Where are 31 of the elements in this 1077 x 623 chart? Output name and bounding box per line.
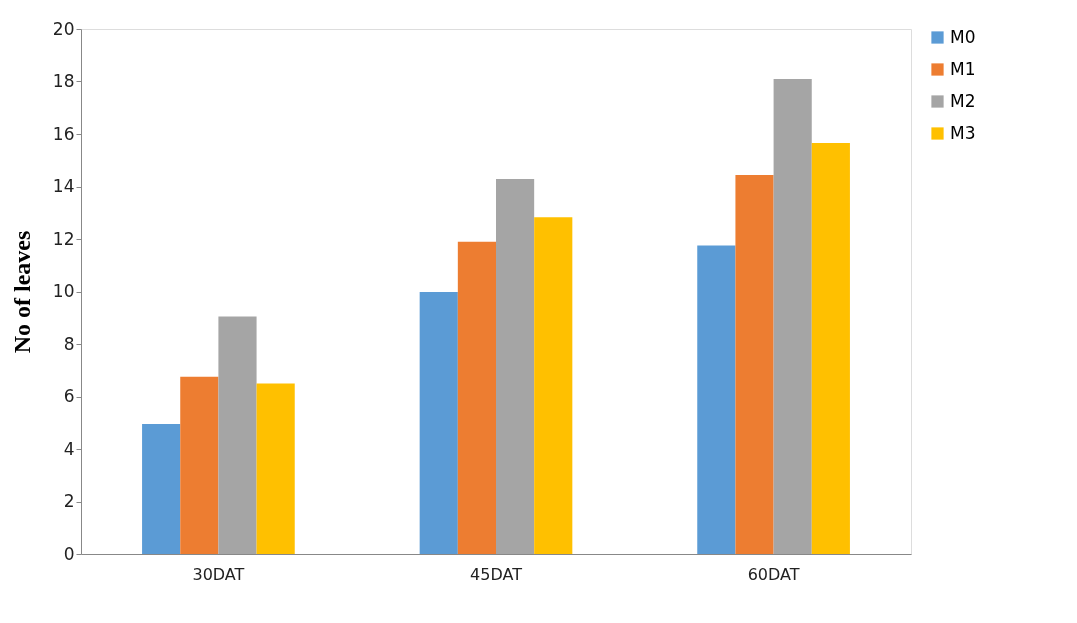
x-tick-label: 30DAT — [192, 564, 245, 584]
bar — [256, 383, 295, 554]
y-tick-label: 4 — [63, 438, 75, 459]
legend-label: M0 — [950, 26, 976, 47]
y-tick-label: 2 — [63, 491, 75, 511]
y-tick-label: 14 — [52, 176, 75, 196]
bar — [773, 78, 812, 554]
y-tick-label: 0 — [63, 543, 75, 564]
bar — [534, 217, 573, 554]
y-tick-label: 8 — [63, 333, 75, 354]
x-tick-label: 60DAT — [747, 564, 800, 584]
legend-label: M1 — [950, 58, 976, 79]
bar — [811, 142, 850, 554]
y-tick-label: 10 — [52, 281, 75, 301]
bar — [735, 174, 774, 554]
y-tick-label: 6 — [63, 386, 75, 406]
legend-label: M2 — [950, 90, 976, 111]
x-tick-label: 45DAT — [470, 564, 523, 584]
bar — [218, 316, 257, 554]
y-tick-label: 16 — [52, 123, 75, 144]
y-tick-label: 18 — [52, 71, 75, 91]
y-tick-label: 20 — [52, 18, 75, 39]
bar — [697, 245, 736, 554]
y-axis-title: No of leaves — [8, 230, 35, 354]
bar — [419, 292, 458, 554]
y-tick-label: 12 — [52, 228, 75, 249]
bar — [457, 241, 496, 554]
legend-label: M3 — [950, 122, 976, 143]
bar — [496, 178, 535, 554]
bar — [180, 376, 219, 554]
bar — [142, 424, 181, 554]
